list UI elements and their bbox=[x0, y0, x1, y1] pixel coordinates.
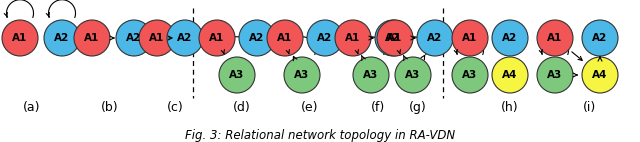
Circle shape bbox=[377, 20, 413, 56]
Circle shape bbox=[239, 20, 275, 56]
Circle shape bbox=[452, 57, 488, 93]
Text: A3: A3 bbox=[547, 70, 563, 80]
Text: A4: A4 bbox=[502, 70, 518, 80]
Circle shape bbox=[492, 57, 528, 93]
Text: (a): (a) bbox=[23, 102, 41, 114]
Text: A3: A3 bbox=[294, 70, 310, 80]
Circle shape bbox=[353, 57, 389, 93]
Circle shape bbox=[116, 20, 152, 56]
Text: (b): (b) bbox=[101, 102, 119, 114]
Text: A2: A2 bbox=[126, 33, 141, 43]
Text: A1: A1 bbox=[84, 33, 100, 43]
Circle shape bbox=[335, 20, 371, 56]
Circle shape bbox=[139, 20, 175, 56]
Text: (e): (e) bbox=[301, 102, 319, 114]
Circle shape bbox=[417, 20, 453, 56]
Text: (g): (g) bbox=[409, 102, 427, 114]
Text: A1: A1 bbox=[462, 33, 477, 43]
Circle shape bbox=[307, 20, 343, 56]
Circle shape bbox=[167, 20, 203, 56]
Circle shape bbox=[492, 20, 528, 56]
Text: A2: A2 bbox=[385, 33, 401, 43]
Circle shape bbox=[452, 20, 488, 56]
Text: (d): (d) bbox=[233, 102, 251, 114]
Text: A1: A1 bbox=[547, 33, 563, 43]
Text: A3: A3 bbox=[229, 70, 244, 80]
Text: A3: A3 bbox=[462, 70, 477, 80]
Circle shape bbox=[582, 20, 618, 56]
Circle shape bbox=[537, 57, 573, 93]
Text: A1: A1 bbox=[387, 33, 403, 43]
Text: A1: A1 bbox=[149, 33, 164, 43]
Circle shape bbox=[284, 57, 320, 93]
Text: A2: A2 bbox=[250, 33, 264, 43]
Circle shape bbox=[74, 20, 110, 56]
Text: A2: A2 bbox=[177, 33, 193, 43]
Circle shape bbox=[2, 20, 38, 56]
Text: (h): (h) bbox=[501, 102, 519, 114]
Circle shape bbox=[219, 57, 255, 93]
Circle shape bbox=[199, 20, 235, 56]
Circle shape bbox=[375, 20, 411, 56]
Text: Fig. 3: Relational network topology in RA-VDN: Fig. 3: Relational network topology in R… bbox=[185, 130, 455, 142]
Text: A1: A1 bbox=[209, 33, 225, 43]
Text: A3: A3 bbox=[364, 70, 379, 80]
Text: A1: A1 bbox=[12, 33, 28, 43]
Text: A2: A2 bbox=[593, 33, 607, 43]
Circle shape bbox=[267, 20, 303, 56]
Text: A2: A2 bbox=[428, 33, 443, 43]
Circle shape bbox=[582, 57, 618, 93]
Circle shape bbox=[537, 20, 573, 56]
Circle shape bbox=[44, 20, 80, 56]
Text: (i): (i) bbox=[584, 102, 596, 114]
Text: A4: A4 bbox=[592, 70, 608, 80]
Text: A3: A3 bbox=[405, 70, 420, 80]
Text: A2: A2 bbox=[54, 33, 70, 43]
Text: A1: A1 bbox=[346, 33, 360, 43]
Text: A1: A1 bbox=[277, 33, 292, 43]
Text: (c): (c) bbox=[166, 102, 184, 114]
Text: A2: A2 bbox=[317, 33, 333, 43]
Text: A2: A2 bbox=[502, 33, 518, 43]
Circle shape bbox=[395, 57, 431, 93]
Text: (f): (f) bbox=[371, 102, 385, 114]
